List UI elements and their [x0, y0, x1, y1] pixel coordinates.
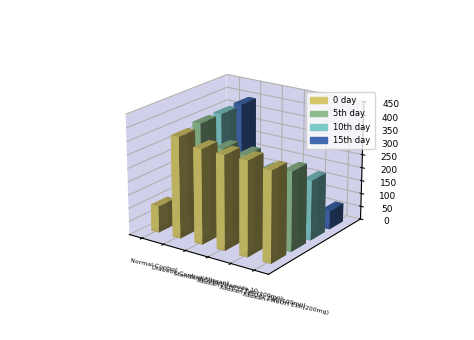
Legend: 0 day, 5th day, 10th day, 15th day: 0 day, 5th day, 10th day, 15th day — [306, 92, 375, 149]
